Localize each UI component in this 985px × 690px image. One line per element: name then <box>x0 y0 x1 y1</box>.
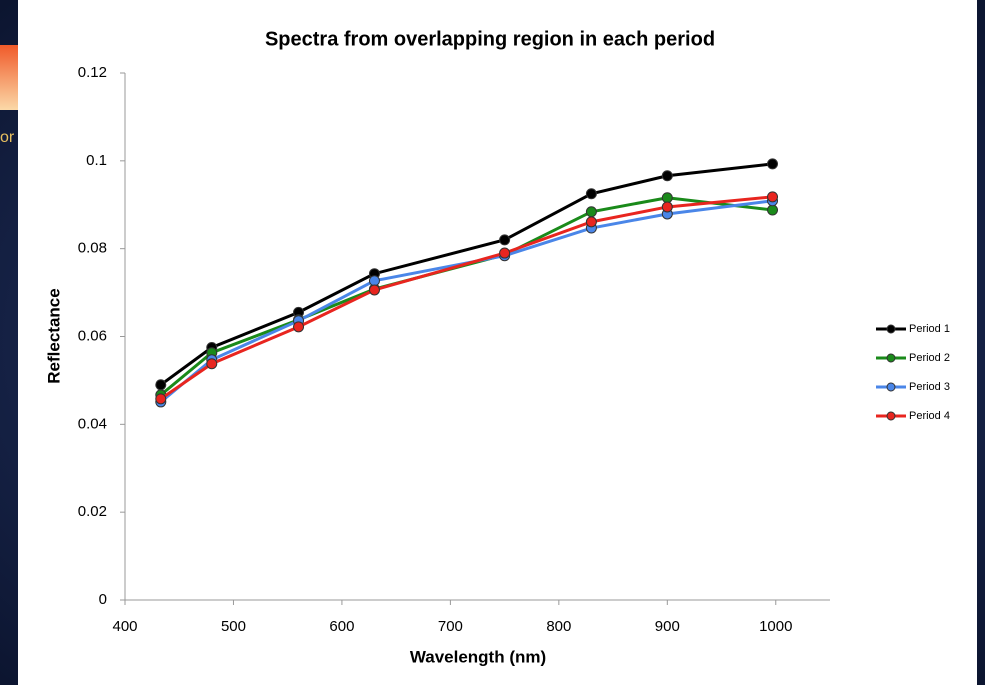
data-point <box>368 275 380 287</box>
legend-label: Period 3 <box>909 381 950 393</box>
data-point <box>661 170 673 182</box>
data-point <box>661 192 673 204</box>
data-point <box>585 216 597 228</box>
y-tick-label: 0.06 <box>78 327 107 344</box>
x-tick-label: 500 <box>221 618 246 635</box>
x-tick-label: 600 <box>329 618 354 635</box>
chart-title: Spectra from overlapping region in each … <box>265 28 715 50</box>
x-tick-label: 700 <box>438 618 463 635</box>
chart-panel <box>18 0 977 685</box>
data-point <box>499 247 511 259</box>
data-point <box>206 358 218 370</box>
data-point <box>767 191 779 203</box>
y-tick-label: 0.04 <box>78 415 107 432</box>
legend-label: Period 2 <box>909 352 950 364</box>
legend-marker <box>886 382 896 392</box>
x-tick-label: 1000 <box>759 618 792 635</box>
data-point <box>767 204 779 216</box>
data-point <box>293 321 305 333</box>
y-tick-label: 0 <box>99 591 107 608</box>
data-point <box>499 234 511 246</box>
background-text: or <box>0 129 15 146</box>
series-line <box>159 195 773 401</box>
x-tick-label: 800 <box>546 618 571 635</box>
data-point <box>767 158 779 170</box>
legend-label: Period 4 <box>909 410 950 422</box>
x-tick-label: 400 <box>112 618 137 635</box>
background-swatch <box>0 45 18 110</box>
data-point <box>661 201 673 213</box>
y-tick-label: 0.02 <box>78 503 107 520</box>
y-axis-title: Reflectance <box>44 288 63 383</box>
y-tick-label: 0.1 <box>86 152 107 169</box>
series-line <box>159 162 773 387</box>
series-line <box>159 199 773 404</box>
legend-marker <box>886 411 896 421</box>
y-tick-label: 0.08 <box>78 240 107 257</box>
data-point <box>155 393 167 405</box>
legend-label: Period 1 <box>909 323 950 335</box>
data-point <box>368 284 380 296</box>
x-tick-label: 900 <box>655 618 680 635</box>
legend-marker <box>886 353 896 363</box>
legend-marker <box>886 324 896 334</box>
data-point <box>585 188 597 200</box>
data-point <box>155 379 167 391</box>
x-axis-title: Wavelength (nm) <box>410 647 546 666</box>
data-point <box>585 206 597 218</box>
y-tick-label: 0.12 <box>78 64 107 81</box>
